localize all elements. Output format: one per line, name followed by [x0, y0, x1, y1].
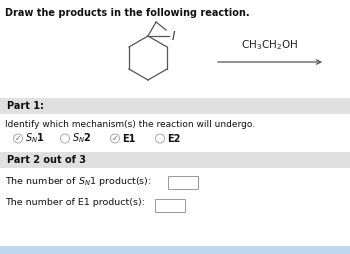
Text: CH$_3$CH$_2$OH: CH$_3$CH$_2$OH — [241, 38, 299, 52]
Text: $S_N$2: $S_N$2 — [72, 132, 91, 145]
Text: Part 2 out of 3: Part 2 out of 3 — [7, 155, 86, 165]
Text: E2: E2 — [167, 134, 180, 144]
Text: E1: E1 — [122, 134, 135, 144]
Text: The number of $S_N$1 product(s):: The number of $S_N$1 product(s): — [5, 175, 152, 188]
Text: $S_N$1: $S_N$1 — [25, 132, 45, 145]
Text: Draw the products in the following reaction.: Draw the products in the following react… — [5, 8, 250, 18]
Text: Part 1:: Part 1: — [7, 101, 44, 111]
Bar — [0, 98, 350, 114]
Bar — [155, 199, 185, 212]
Text: I: I — [172, 29, 175, 42]
Text: The number of E1 product(s):: The number of E1 product(s): — [5, 198, 145, 207]
Bar — [168, 176, 198, 189]
Bar — [0, 152, 350, 168]
Text: ✓: ✓ — [15, 134, 21, 143]
Text: Identify which mechanism(s) the reaction will undergo.: Identify which mechanism(s) the reaction… — [5, 120, 255, 129]
Text: ✓: ✓ — [112, 134, 118, 143]
Bar — [0, 246, 350, 254]
